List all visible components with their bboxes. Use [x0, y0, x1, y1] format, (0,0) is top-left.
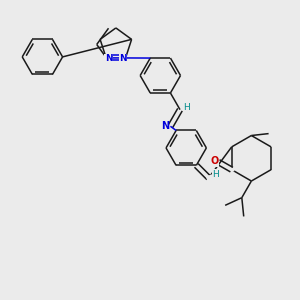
Text: N: N: [119, 54, 127, 63]
Text: H: H: [183, 103, 190, 112]
Text: N: N: [161, 121, 169, 131]
Text: H: H: [212, 170, 219, 179]
Text: N: N: [105, 54, 112, 63]
Text: O: O: [210, 156, 218, 166]
